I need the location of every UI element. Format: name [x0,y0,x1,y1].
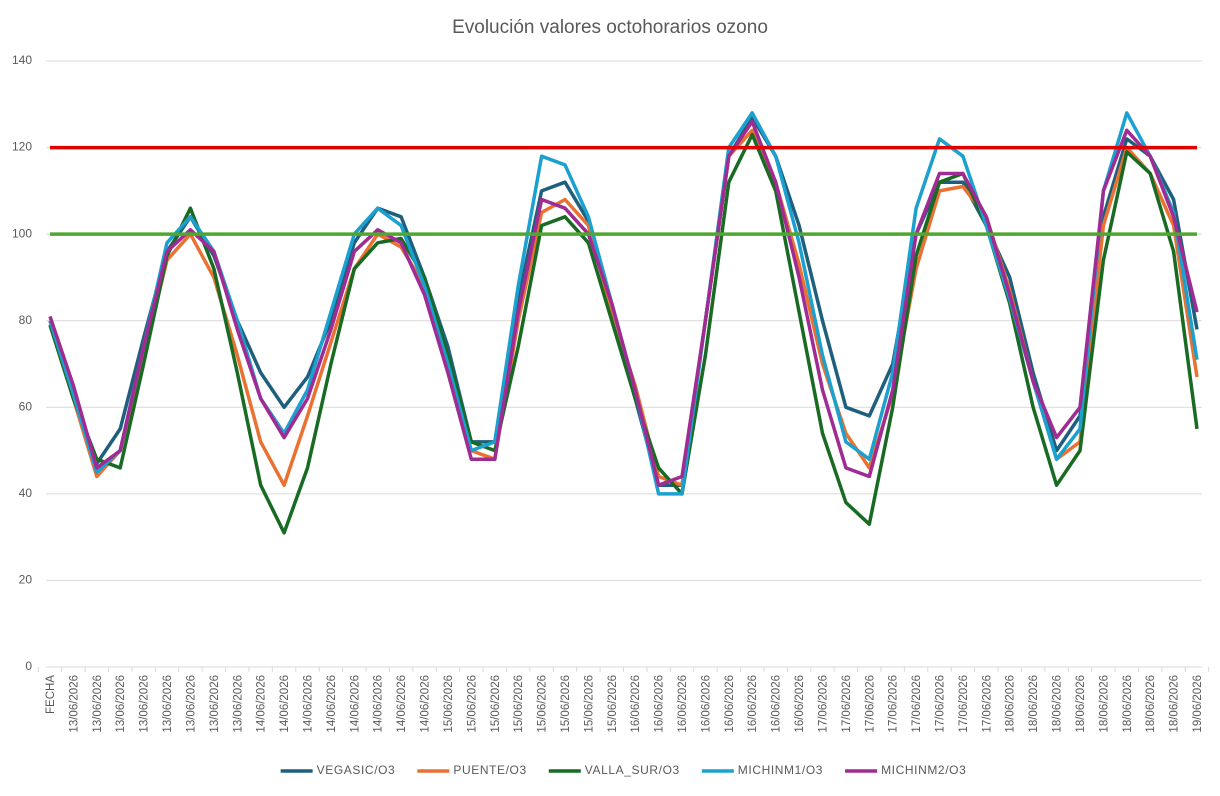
y-tick-label: 20 [19,573,33,587]
y-tick-label: 100 [12,226,32,240]
x-tick-label: 13/06/2026 [209,675,221,733]
x-tick-label: 14/06/2026 [256,675,268,733]
y-tick-label: 140 [12,53,32,67]
x-tick-label: 17/06/2026 [981,675,993,733]
x-tick-label: 14/06/2026 [326,675,338,733]
x-tick-label: 13/06/2026 [139,675,151,733]
x-tick-label: 16/06/2026 [747,675,759,733]
y-tick-label: 120 [12,140,32,154]
x-tick-label: 13/06/2026 [232,675,244,733]
x-tick-label: 18/06/2026 [1028,675,1040,733]
x-tick-label: 15/06/2026 [607,675,619,733]
x-tick-label: 18/06/2026 [1145,675,1157,733]
x-tick-label: 15/06/2026 [513,675,525,733]
series-line [48,119,1199,487]
x-tick-label: 19/06/2026 [1192,675,1204,733]
x-tick-label: 13/06/2026 [92,675,104,733]
x-tick-label: 17/06/2026 [911,675,923,733]
x-tick-label: 15/06/2026 [537,675,549,733]
x-tick-label: 15/06/2026 [466,675,478,733]
x-tick-label: 14/06/2026 [349,675,361,733]
x-tick-label: 13/06/2026 [162,675,174,733]
x-tick-label: 17/06/2026 [888,675,900,733]
x-tick-label: 15/06/2026 [443,675,455,733]
y-tick-label: 40 [19,486,33,500]
x-tick-label: 16/06/2026 [677,675,689,733]
x-tick-label: 16/06/2026 [724,675,736,733]
x-tick-label: 13/06/2026 [68,675,80,733]
x-tick-label: 17/06/2026 [817,675,829,733]
x-tick-label: 18/06/2026 [1052,675,1064,733]
chart-title: Evolución valores octohorarios ozono [452,17,768,38]
x-tick-label: 18/06/2026 [1169,675,1181,733]
y-tick-label: 80 [19,313,33,327]
x-tick-label: 14/06/2026 [396,675,408,733]
x-tick-label: 16/06/2026 [700,675,712,733]
x-tick-label: 14/06/2026 [420,675,432,733]
x-tick-label: 14/06/2026 [279,675,291,733]
x-tick-label: 17/06/2026 [935,675,947,733]
x-tick-label: 18/06/2026 [1075,675,1087,733]
x-tick-label: 15/06/2026 [583,675,595,733]
y-tick-label: 0 [25,659,32,673]
x-tick-label: 18/06/2026 [1005,675,1017,733]
x-tick-label: 16/06/2026 [794,675,806,733]
x-tick-label: 16/06/2026 [630,675,642,733]
x-tick-label: 14/06/2026 [373,675,385,733]
x-tick-label: 17/06/2026 [864,675,876,733]
x-tick-label: 16/06/2026 [771,675,783,733]
legend-label: MICHINM2/O3 [881,763,966,777]
legend-label: MICHINM1/O3 [738,763,823,777]
x-tick-label: 17/06/2026 [841,675,853,733]
x-tick-label: 18/06/2026 [1098,675,1110,733]
x-tick-label: 15/06/2026 [560,675,572,733]
x-tick-label: 14/06/2026 [302,675,314,733]
x-tick-label: 17/06/2026 [958,675,970,733]
x-tick-label: FECHA [45,675,57,714]
x-tick-label: 13/06/2026 [185,675,197,733]
legend-label: VALLA_SUR/O3 [585,763,680,777]
x-tick-label: 18/06/2026 [1122,675,1134,733]
legend: VEGASIC/O3 PUENTE/O3 VALLA_SUR/O3 MICHINM1/… [280,763,966,777]
x-tick-label: 15/06/2026 [490,675,502,733]
y-tick-label: 60 [19,399,33,413]
legend-label: VEGASIC/O3 [317,763,396,777]
legend-label: PUENTE/O3 [453,763,526,777]
x-tick-label: 13/06/2026 [115,675,127,733]
x-tick-label: 16/06/2026 [654,675,666,733]
